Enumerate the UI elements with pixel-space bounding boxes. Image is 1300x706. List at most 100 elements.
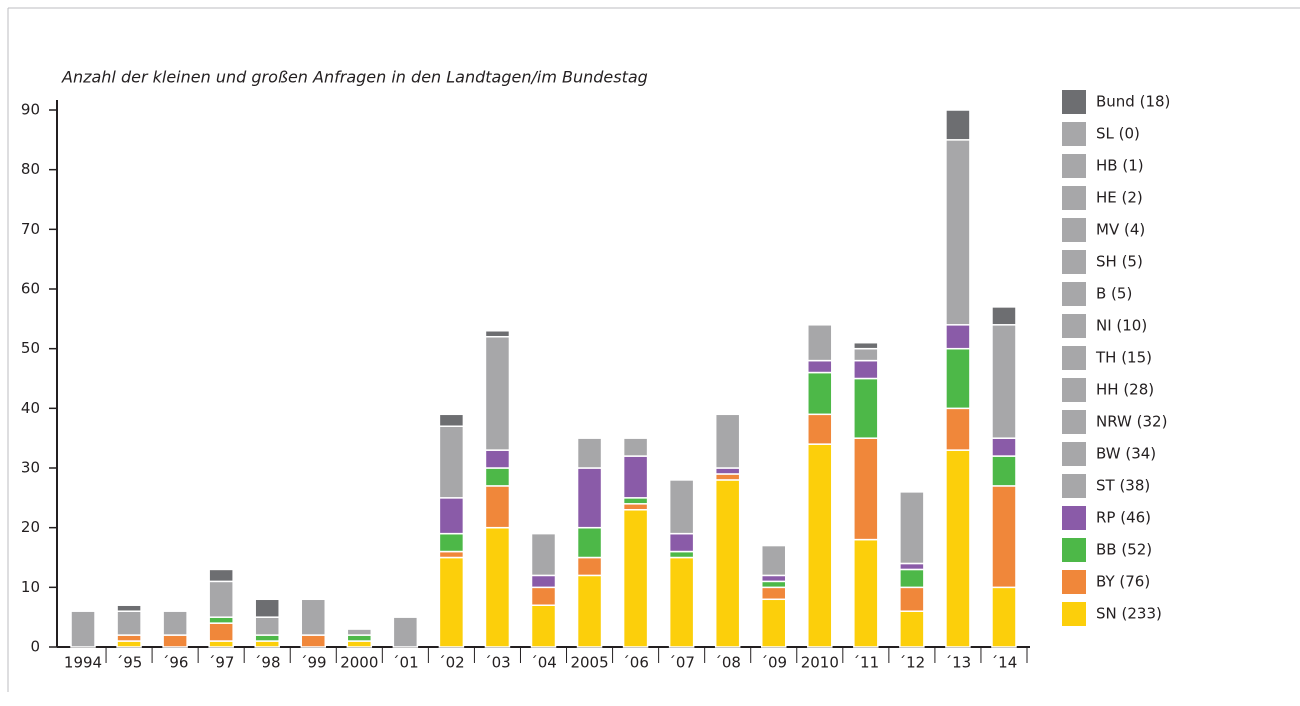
x-tick-label: ´12 — [899, 654, 926, 672]
bar-segment — [853, 377, 879, 439]
bar-segment — [899, 610, 925, 648]
bar-segment — [622, 509, 649, 648]
bar-segment — [714, 473, 741, 481]
bar-segment — [853, 347, 879, 362]
bar-segment — [300, 634, 327, 648]
legend-swatch — [1062, 250, 1086, 274]
bar-segment — [899, 568, 925, 589]
y-tick-label: 90 — [21, 101, 40, 119]
bar-segment — [945, 324, 971, 350]
bar-segment — [530, 586, 557, 606]
bar-segment — [760, 544, 787, 577]
bar-segment — [254, 598, 280, 618]
y-tick-label: 60 — [21, 280, 40, 298]
legend-label: SN (233) — [1096, 605, 1162, 623]
legend-label: BY (76) — [1096, 573, 1150, 591]
bar-segment — [530, 532, 557, 577]
bar-segment — [945, 449, 971, 648]
bar-segment — [346, 640, 373, 648]
bar-segment — [438, 532, 465, 553]
x-tick-label: 1994 — [64, 654, 102, 672]
bar-segment — [254, 634, 280, 642]
bar-segment — [945, 347, 971, 410]
y-tick-label: 10 — [21, 578, 40, 596]
bar-segment — [576, 556, 603, 577]
bar-segment — [438, 413, 465, 427]
bar-segment — [346, 628, 373, 636]
bar-segment — [853, 341, 879, 350]
x-tick-label: ´95 — [116, 654, 143, 672]
legend-swatch — [1062, 90, 1086, 114]
x-tick-label: ´99 — [300, 654, 327, 672]
x-tick-label: ´97 — [208, 654, 235, 672]
bar-segment — [438, 550, 465, 559]
bar-segment — [254, 616, 280, 636]
bar-segment — [807, 324, 833, 362]
bar-segment — [945, 139, 971, 326]
legend-label: BW (34) — [1096, 445, 1156, 463]
bar-segment — [208, 622, 234, 642]
legend-label: TH (15) — [1095, 349, 1152, 367]
bar-segment — [945, 109, 971, 141]
bar-segment — [807, 359, 833, 374]
bar-segment — [991, 437, 1017, 457]
bar-segment — [484, 330, 511, 338]
bar-segment — [760, 580, 787, 589]
legend-label: SL (0) — [1096, 125, 1140, 143]
bar-segment — [116, 610, 142, 636]
bar-segment — [622, 503, 649, 511]
bar-segment — [438, 497, 465, 535]
bar-segment — [346, 634, 373, 642]
bar-segment — [668, 556, 695, 648]
x-tick-label: ´96 — [162, 654, 189, 672]
legend-swatch — [1062, 218, 1086, 242]
legend-label: ST (38) — [1096, 477, 1150, 495]
bar-segment — [760, 574, 787, 583]
legend-swatch — [1062, 570, 1086, 594]
bar-segment — [300, 598, 327, 636]
legend-label: B (5) — [1096, 285, 1132, 303]
bar-segment — [162, 610, 188, 636]
bar-segment — [484, 335, 511, 451]
bar-segment — [760, 598, 787, 648]
bar-segment — [714, 413, 741, 469]
legend-label: HB (1) — [1096, 157, 1144, 175]
bar-segment — [438, 556, 465, 648]
legend-label: MV (4) — [1096, 221, 1145, 239]
bar-segment — [162, 634, 188, 648]
bar-segment — [438, 425, 465, 499]
bar-segment — [392, 616, 419, 648]
x-tick-label: ´14 — [991, 654, 1018, 672]
bar-segment — [853, 359, 879, 380]
legend-swatch — [1062, 538, 1086, 562]
x-tick-label: ´01 — [392, 654, 419, 672]
x-tick-label: ´98 — [254, 654, 281, 672]
legend-swatch — [1062, 282, 1086, 306]
y-tick-label: 0 — [30, 638, 40, 656]
x-tick-label: 2000 — [340, 654, 378, 672]
legend-swatch — [1062, 378, 1086, 402]
bar-segment — [807, 371, 833, 416]
bar-segment — [853, 538, 879, 648]
legend-label: NI (10) — [1096, 317, 1147, 335]
legend-label: SH (5) — [1096, 253, 1143, 271]
y-tick-label: 80 — [21, 160, 40, 178]
bar-segment — [116, 604, 142, 612]
legend-label: RP (46) — [1096, 509, 1151, 527]
y-tick-label: 40 — [21, 399, 40, 417]
bar-segment — [576, 526, 603, 559]
y-tick-label: 50 — [21, 339, 40, 357]
bar-segment — [622, 437, 649, 457]
x-tick-label: ´07 — [668, 654, 695, 672]
bar-segment — [484, 485, 511, 529]
bar-segment — [208, 568, 234, 583]
bar-segment — [530, 574, 557, 589]
legend-swatch — [1062, 474, 1086, 498]
bar-segment — [760, 586, 787, 601]
bar-segment — [576, 467, 603, 529]
bar-segment — [576, 437, 603, 469]
bar-segment — [70, 610, 96, 648]
bar-segment — [807, 443, 833, 648]
